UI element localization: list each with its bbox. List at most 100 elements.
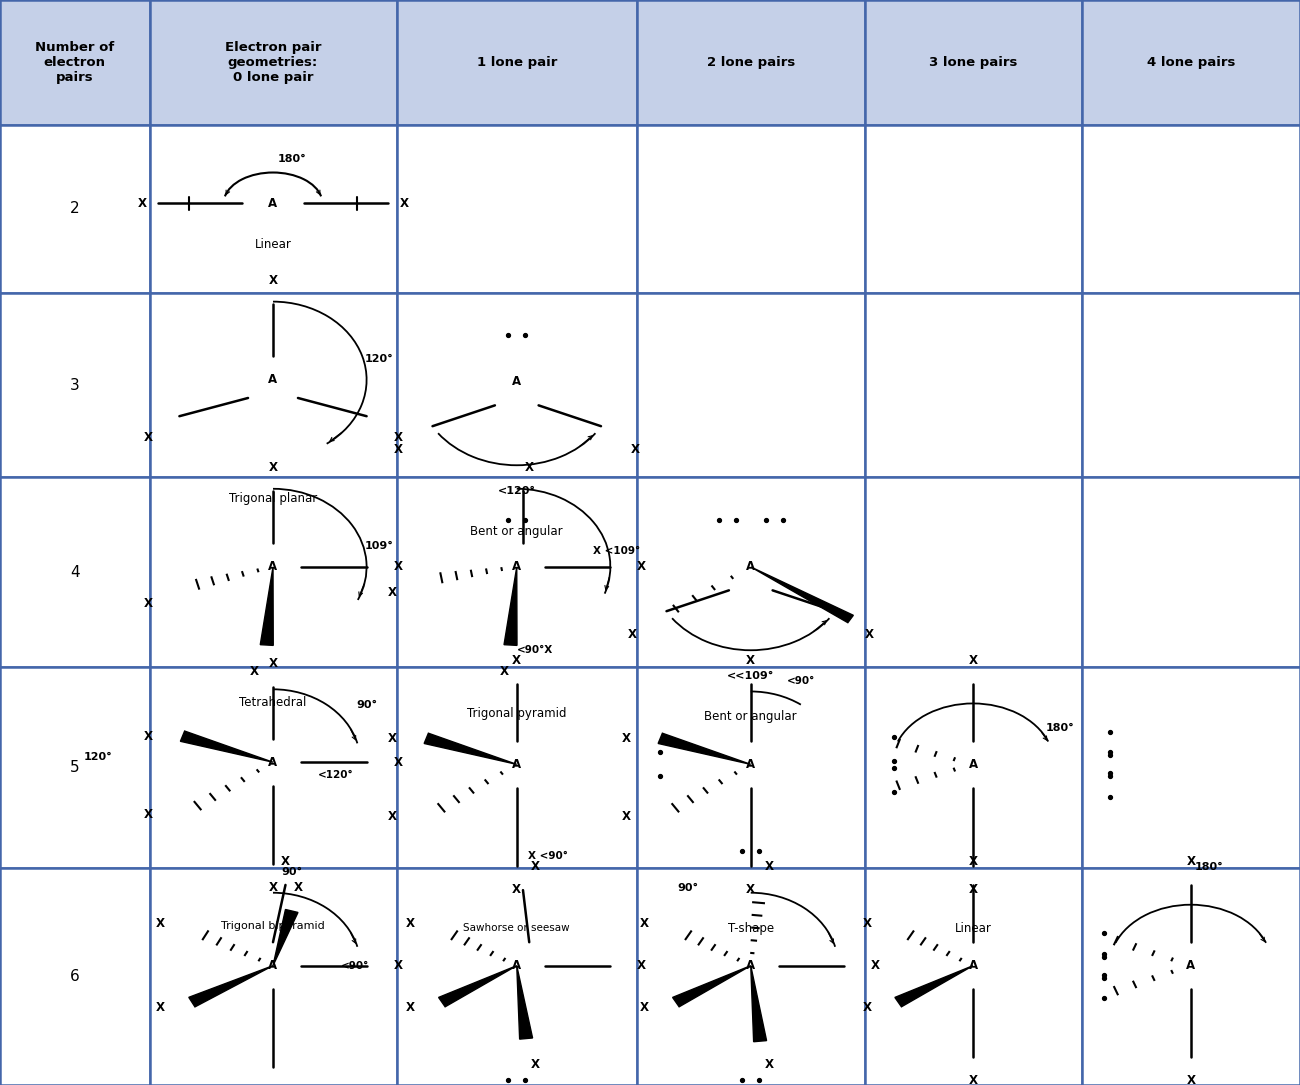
Bar [0, 125, 150, 293]
Bar [150, 293, 396, 477]
Text: A: A [512, 561, 521, 573]
Text: 5: 5 [70, 761, 79, 775]
Text: Linear: Linear [255, 239, 291, 251]
Text: Bent or angular: Bent or angular [471, 525, 563, 538]
Text: X: X [746, 654, 755, 666]
Text: X: X [621, 810, 630, 822]
Text: T-shape: T-shape [728, 922, 774, 935]
Bar [637, 477, 864, 667]
Bar [864, 477, 1082, 667]
Text: X: X [1187, 1074, 1195, 1085]
Text: X: X [156, 1000, 165, 1013]
Bar [864, 0, 1082, 125]
Text: A: A [968, 959, 978, 972]
Bar [396, 0, 637, 125]
Text: X: X [387, 810, 396, 822]
Text: X: X [525, 461, 534, 474]
Text: A: A [512, 375, 521, 388]
Text: X: X [512, 654, 521, 666]
Text: A: A [512, 758, 521, 770]
Text: <90°: <90° [341, 960, 369, 971]
Text: X: X [138, 197, 147, 209]
Text: 3: 3 [70, 378, 79, 393]
Text: X: X [968, 654, 978, 666]
Bar [864, 293, 1082, 477]
Text: A: A [746, 561, 755, 573]
Bar [150, 125, 396, 293]
Polygon shape [438, 966, 517, 1007]
Text: X: X [530, 860, 540, 873]
Polygon shape [658, 733, 751, 764]
Text: X: X [399, 197, 408, 209]
Polygon shape [894, 966, 972, 1007]
Text: X: X [144, 597, 152, 610]
Text: A: A [268, 197, 278, 209]
Bar [0, 868, 150, 1085]
Text: X: X [269, 656, 277, 669]
Text: 2: 2 [70, 202, 79, 216]
Polygon shape [424, 733, 517, 764]
Text: 90°: 90° [677, 882, 699, 893]
Text: 2 lone pairs: 2 lone pairs [707, 56, 794, 68]
Bar [637, 667, 864, 868]
Bar [864, 868, 1082, 1085]
Bar [1082, 293, 1300, 477]
Text: X: X [968, 855, 978, 868]
Text: X: X [394, 756, 402, 768]
Text: X: X [871, 959, 880, 972]
Bar [396, 477, 637, 667]
Text: X: X [394, 443, 403, 456]
Text: X: X [764, 1058, 774, 1071]
Bar [150, 667, 396, 868]
Text: A: A [268, 756, 278, 768]
Text: X: X [144, 431, 152, 444]
Bar [0, 0, 150, 125]
Text: X: X [640, 1000, 649, 1013]
Text: A: A [1186, 959, 1196, 972]
Bar [637, 0, 864, 125]
Polygon shape [273, 909, 298, 966]
Text: X: X [637, 561, 646, 573]
Bar [0, 667, 150, 868]
Bar [150, 0, 396, 125]
Text: Electron pair
geometries:
0 lone pair: Electron pair geometries: 0 lone pair [225, 41, 321, 84]
Text: Sawhorse or seesaw: Sawhorse or seesaw [463, 923, 571, 933]
Text: 180°: 180° [1046, 723, 1075, 733]
Polygon shape [260, 566, 273, 646]
Text: X: X [968, 883, 978, 896]
Text: X: X [864, 628, 874, 641]
Text: X: X [764, 860, 774, 873]
Text: X: X [862, 918, 871, 931]
Text: X: X [387, 732, 396, 744]
Bar [637, 293, 864, 477]
Bar [396, 293, 637, 477]
Text: Bent or angular: Bent or angular [705, 711, 797, 723]
Text: X: X [250, 665, 259, 677]
Text: A: A [268, 373, 278, 386]
Bar [150, 868, 396, 1085]
Bar [864, 667, 1082, 868]
Bar [1082, 125, 1300, 293]
Text: X: X [499, 665, 508, 677]
Text: 109°: 109° [364, 541, 394, 551]
Text: A: A [512, 959, 521, 972]
Text: X: X [269, 275, 277, 288]
Text: X: X [621, 732, 630, 744]
Bar [0, 477, 150, 667]
Text: A: A [746, 758, 755, 770]
Text: X: X [406, 918, 415, 931]
Text: X: X [406, 1000, 415, 1013]
Polygon shape [504, 566, 517, 646]
Text: X: X [530, 1058, 540, 1071]
Text: X: X [394, 561, 402, 573]
Text: <90°X: <90°X [517, 644, 554, 655]
Text: Trigonal planar: Trigonal planar [229, 492, 317, 505]
Text: Trigonal bipyramid: Trigonal bipyramid [221, 921, 325, 931]
Text: X: X [512, 883, 521, 896]
Text: X: X [294, 881, 303, 894]
Text: X: X [144, 730, 152, 742]
Text: <90°: <90° [786, 676, 815, 686]
Text: Tetrahedral: Tetrahedral [239, 697, 307, 710]
Bar [0, 293, 150, 477]
Text: X: X [968, 1074, 978, 1085]
